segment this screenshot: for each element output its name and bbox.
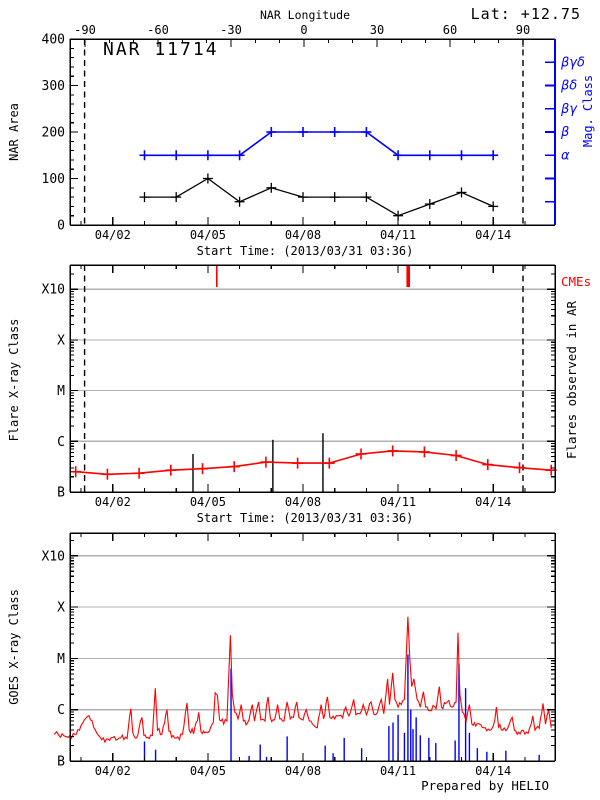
flare-series — [70, 445, 557, 480]
tick-label: 90 — [516, 23, 530, 37]
prepared-by-label: Prepared by HELIO — [421, 778, 549, 793]
nar-area-labels: 0 100 200 300 400 -90 -60 -30 0 30 60 90 04/02 04/05 0… — [42, 23, 585, 242]
tick-label: 400 — [42, 33, 65, 48]
tick-label: -60 — [147, 23, 169, 37]
tick-label: X10 — [42, 549, 65, 564]
tick-label: 04/14 — [475, 495, 511, 509]
tick-label: 200 — [42, 126, 65, 141]
tick-label: 30 — [370, 23, 384, 37]
mag-class-tick-label: βγδ — [560, 55, 585, 70]
goes-panel-labels: B C M X X10 04/02 04/05 04/08 04/11 04/14 — [42, 549, 512, 778]
tick-label: X — [57, 333, 65, 348]
page-title: NAR 11714 — [103, 39, 219, 60]
tick-label: 04/02 — [95, 495, 131, 509]
mag-class-tick-label: β — [560, 125, 569, 140]
goes-panel-grid — [70, 555, 555, 711]
tick-label: 04/02 — [95, 228, 131, 242]
flare-panel-grid — [70, 288, 555, 442]
goes-series — [53, 616, 552, 744]
tick-label: -30 — [220, 23, 242, 37]
tick-label: C — [57, 435, 65, 450]
tick-label: 0 — [57, 219, 65, 234]
tick-label: 60 — [443, 23, 457, 37]
tick-label: 04/02 — [95, 764, 131, 778]
cme-marks — [215, 266, 411, 287]
tick-label: B — [57, 486, 65, 501]
area-series-line — [144, 177, 494, 217]
mag-class-tick-label: α — [561, 148, 570, 163]
mag-class-series-line — [144, 131, 494, 157]
mag-class-tick-label: βγ — [560, 102, 578, 117]
goes-flux-line — [53, 616, 552, 744]
tick-label: 04/14 — [475, 764, 511, 778]
tick-label: 04/05 — [190, 228, 226, 242]
tick-label: 04/11 — [380, 495, 416, 509]
start-time-label-1: Start Time: (2013/03/31 03:36) — [196, 244, 414, 258]
goes-panel-frame — [69, 532, 556, 762]
area-axis-title: NAR Area — [7, 103, 21, 161]
tick-label: B — [57, 755, 65, 770]
tick-label: 04/11 — [380, 764, 416, 778]
tick-label: 100 — [42, 172, 65, 187]
flare-series-line — [75, 450, 552, 476]
cmes-label: CMEs — [561, 274, 592, 289]
tick-label: 0 — [300, 23, 307, 37]
tick-label: X10 — [42, 283, 65, 298]
tick-label: 04/11 — [380, 228, 416, 242]
tick-label: 04/14 — [475, 228, 511, 242]
tick-label: 04/08 — [285, 495, 321, 509]
tick-label: 04/08 — [285, 228, 321, 242]
tick-label: 300 — [42, 79, 65, 94]
flare-panel-dashed — [83, 265, 524, 492]
mag-class-tick-label: βδ — [560, 79, 577, 94]
tick-label: M — [57, 384, 65, 399]
goes-axis-title: GOES X-ray Class — [7, 589, 21, 705]
flares-observed-label: Flares observed in AR — [563, 300, 579, 460]
flare-axis-title: Flare X-ray Class — [7, 318, 21, 442]
tick-label: 04/08 — [285, 764, 321, 778]
tick-label: 04/05 — [190, 764, 226, 778]
latitude-label: Lat: +12.75 — [470, 5, 581, 23]
start-time-label-2: Start Time: (2013/03/31 03:36) — [196, 511, 414, 525]
goes-event-lines — [143, 654, 540, 761]
tick-label: M — [57, 652, 65, 667]
tick-label: C — [57, 703, 65, 718]
flare-panel-labels: B C M X X10 04/02 04/05 04/08 04/11 04/14 — [42, 283, 512, 509]
top-axis-title: NAR Longitude — [259, 8, 351, 22]
flare-panel-frame — [69, 264, 556, 493]
tick-label: 04/05 — [190, 495, 226, 509]
nar-area-frame — [69, 38, 556, 226]
tick-label: -90 — [74, 23, 96, 37]
tick-label: X — [57, 601, 65, 616]
mag-class-axis-title: Mag. Class — [581, 74, 595, 148]
nar-area-series — [139, 127, 499, 221]
